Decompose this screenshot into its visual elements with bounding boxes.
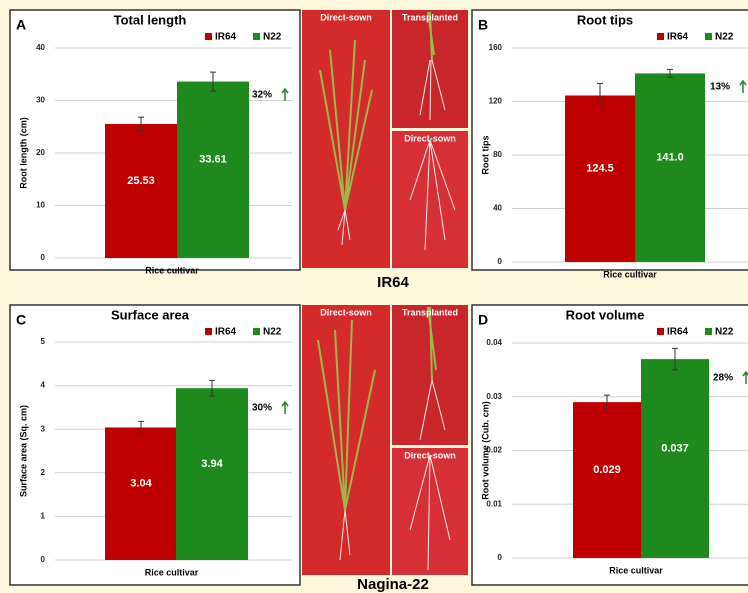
chart-title: Surface area — [111, 307, 190, 322]
legend-swatch — [657, 33, 664, 40]
legend-swatch — [705, 328, 712, 335]
photo-label: Direct-sown — [320, 307, 372, 317]
panel-letter: D — [478, 312, 488, 328]
y-tick-label: 1 — [41, 512, 46, 521]
x-axis-label: Rice cultivar — [603, 269, 657, 279]
y-tick-label: 20 — [36, 148, 45, 157]
annotation: 28% — [713, 373, 733, 384]
legend-label: N22 — [715, 327, 734, 338]
value-label: 141.0 — [656, 152, 684, 164]
value-label: 0.029 — [593, 464, 621, 476]
y-tick-label: 0.04 — [486, 338, 502, 347]
legend-swatch — [657, 328, 664, 335]
bar — [573, 402, 641, 558]
legend-swatch — [253, 33, 260, 40]
value-label: 124.5 — [586, 163, 614, 175]
value-label: 3.94 — [201, 458, 223, 470]
bar — [565, 95, 635, 262]
y-tick-label: 10 — [36, 201, 45, 210]
annotation: 13% — [710, 82, 730, 93]
y-tick-label: 0.03 — [486, 392, 502, 401]
cultivar-label: IR64 — [377, 274, 409, 291]
legend-label: IR64 — [667, 327, 689, 338]
legend-label: IR64 — [667, 32, 689, 43]
y-tick-label: 120 — [489, 97, 503, 106]
panel-letter: A — [16, 17, 26, 33]
chart-title: Root volume — [566, 307, 645, 322]
bar — [641, 359, 709, 558]
annotation: 30% — [252, 403, 272, 414]
annotation: 32% — [252, 90, 272, 101]
value-label: 0.037 — [661, 442, 689, 454]
panel-letter: C — [16, 312, 26, 328]
x-axis-label: Rice cultivar — [609, 565, 663, 575]
photo-label: Direct-sown — [404, 450, 456, 460]
legend-swatch — [205, 328, 212, 335]
legend-label: IR64 — [215, 32, 237, 43]
legend-label: N22 — [263, 327, 282, 338]
y-tick-label: 0 — [41, 555, 46, 564]
bar — [105, 124, 177, 258]
cultivar-label: Nagina-22 — [357, 576, 429, 593]
bar — [177, 82, 249, 258]
legend-label: N22 — [715, 32, 734, 43]
y-axis-label: Root length (cm) — [18, 117, 28, 189]
x-axis-label: Rice cultivar — [145, 265, 199, 275]
y-tick-label: 2 — [41, 468, 46, 477]
y-tick-label: 4 — [41, 381, 46, 390]
legend-swatch — [205, 33, 212, 40]
legend-label: IR64 — [215, 327, 237, 338]
photo-label: Direct-sown — [404, 133, 456, 143]
chart-title: Total length — [114, 12, 187, 27]
y-tick-label: 3 — [41, 424, 46, 433]
photo-label: Transplanted — [402, 12, 458, 22]
y-tick-label: 40 — [493, 204, 502, 213]
bar — [176, 388, 248, 560]
legend-label: N22 — [263, 32, 282, 43]
value-label: 3.04 — [130, 478, 152, 490]
photo — [302, 10, 390, 268]
y-axis-label: Root volume (Cub. cm) — [480, 401, 490, 500]
y-tick-label: 160 — [489, 43, 503, 52]
y-tick-label: 80 — [493, 150, 502, 159]
figure: Direct-sown Transplanted Direct-sown Dir… — [0, 0, 748, 593]
legend-swatch — [705, 33, 712, 40]
y-tick-label: 5 — [41, 337, 46, 346]
y-tick-label: 0 — [41, 253, 46, 262]
chart-title: Root tips — [577, 12, 633, 27]
y-tick-label: 40 — [36, 43, 45, 52]
photo — [392, 131, 468, 268]
legend-swatch — [253, 328, 260, 335]
y-tick-label: 30 — [36, 96, 45, 105]
value-label: 25.53 — [127, 175, 155, 187]
bar — [105, 427, 177, 560]
photo — [302, 305, 390, 575]
y-axis-label: Surface area (Sq. cm) — [18, 405, 28, 497]
y-tick-label: 0 — [498, 257, 503, 266]
value-label: 33.61 — [199, 154, 227, 166]
photo-label: Direct-sown — [320, 12, 372, 22]
y-axis-label: Root tips — [480, 136, 490, 175]
y-tick-label: 0 — [498, 553, 503, 562]
photo-label: Transplanted — [402, 307, 458, 317]
panel-letter: B — [478, 17, 488, 33]
bar — [635, 73, 705, 262]
x-axis-label: Rice cultivar — [145, 567, 199, 577]
